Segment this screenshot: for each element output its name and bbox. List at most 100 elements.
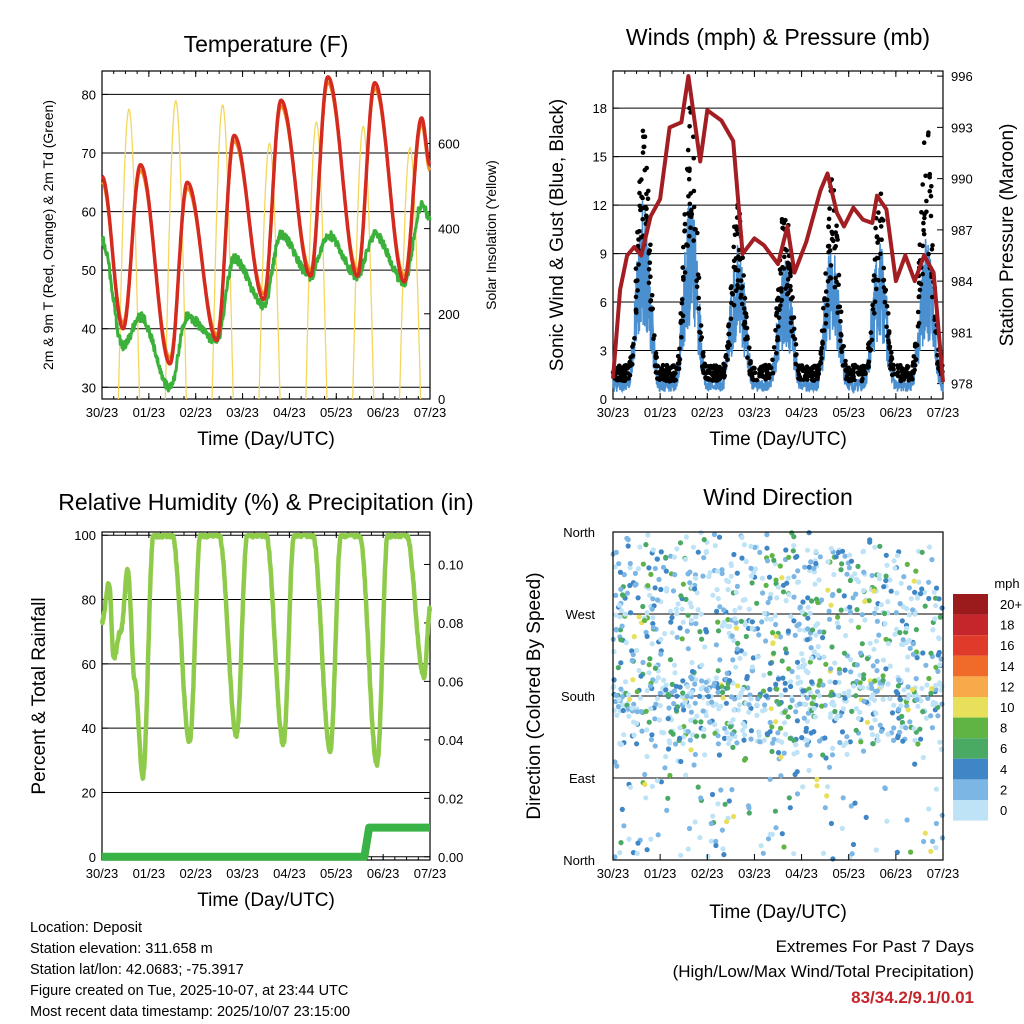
- direction-point: [900, 637, 906, 643]
- direction-point: [783, 547, 789, 553]
- extremes-subtitle: (High/Low/Max Wind/Total Precipitation): [672, 962, 974, 981]
- direction-point: [715, 619, 721, 625]
- direction-point: [689, 668, 696, 675]
- direction-point: [721, 607, 727, 613]
- direction-point: [636, 667, 642, 674]
- direction-point: [653, 701, 659, 707]
- direction-point: [806, 530, 812, 536]
- y-tick-label: 80: [82, 87, 96, 102]
- direction-point: [646, 719, 652, 725]
- direction-point: [714, 587, 720, 593]
- gust-point: [698, 323, 704, 328]
- gust-point: [688, 225, 693, 230]
- y-tick-label: 40: [82, 721, 96, 736]
- gust-point: [645, 196, 651, 201]
- direction-point: [848, 803, 854, 809]
- gust-point: [627, 359, 633, 365]
- direction-point: [779, 575, 785, 581]
- direction-point: [725, 579, 732, 585]
- direction-point: [804, 637, 811, 643]
- direction-point: [687, 569, 693, 575]
- direction-point: [626, 692, 632, 698]
- direction-point: [646, 565, 652, 571]
- gust-point: [927, 171, 933, 177]
- direction-point: [893, 689, 899, 695]
- direction-point: [643, 629, 649, 636]
- direction-point: [793, 742, 799, 748]
- gust-point: [630, 344, 635, 349]
- direction-point: [872, 610, 878, 616]
- direction-point: [933, 786, 940, 792]
- direction-point: [633, 647, 640, 654]
- direction-point: [850, 841, 857, 848]
- direction-point: [656, 576, 662, 583]
- direction-point: [616, 561, 622, 567]
- gust-point: [757, 373, 762, 379]
- direction-point: [912, 761, 918, 767]
- direction-point: [672, 670, 678, 676]
- direction-point: [749, 668, 756, 674]
- direction-point: [694, 733, 700, 739]
- direction-point: [781, 750, 787, 756]
- direction-point: [703, 686, 709, 693]
- direction-point: [637, 695, 643, 701]
- direction-point: [629, 705, 635, 711]
- gust-point: [838, 338, 843, 344]
- legend-label: 12: [1000, 679, 1014, 694]
- direction-point: [731, 637, 737, 644]
- gust-point: [867, 340, 872, 345]
- direction-point: [852, 800, 858, 806]
- direction-point: [645, 583, 651, 589]
- direction-point: [826, 616, 833, 622]
- direction-point: [855, 563, 861, 570]
- gust-point: [881, 277, 887, 283]
- gust-point: [840, 363, 846, 368]
- direction-point: [928, 713, 934, 719]
- gust-point: [879, 237, 884, 242]
- direction-point: [663, 554, 669, 560]
- x-tick-label: 03/23: [226, 405, 259, 420]
- direction-point: [873, 710, 879, 716]
- direction-point: [732, 616, 738, 622]
- direction-point: [647, 592, 653, 598]
- gust-point: [726, 322, 732, 327]
- direction-point: [618, 741, 625, 748]
- y-right-tick-label: 600: [438, 136, 460, 151]
- direction-point: [614, 763, 620, 769]
- direction-point: [700, 708, 706, 714]
- direction-point: [912, 589, 918, 595]
- direction-point: [906, 637, 912, 644]
- direction-point: [699, 636, 705, 642]
- direction-point: [618, 586, 624, 592]
- direction-point: [730, 717, 736, 723]
- direction-point: [627, 582, 633, 589]
- direction-point: [663, 687, 669, 693]
- direction-point: [820, 850, 827, 857]
- direction-point: [905, 695, 911, 702]
- direction-point: [874, 618, 881, 624]
- gust-point: [889, 364, 895, 370]
- direction-point: [680, 741, 686, 747]
- gust-point: [915, 309, 921, 315]
- dewpoint-series: [100, 199, 432, 393]
- direction-point: [735, 707, 742, 713]
- gust-point: [922, 215, 927, 221]
- direction-point: [855, 715, 862, 722]
- direction-point: [814, 783, 820, 789]
- direction-point: [853, 706, 860, 712]
- direction-point: [749, 664, 756, 670]
- direction-point: [891, 702, 897, 708]
- precip-series: [102, 823, 430, 861]
- gust-point: [765, 365, 771, 371]
- direction-point: [796, 621, 802, 627]
- direction-point: [703, 629, 710, 635]
- direction-point: [813, 632, 819, 638]
- direction-point: [649, 606, 655, 612]
- direction-point: [724, 730, 730, 736]
- direction-point: [723, 700, 730, 706]
- gust-point: [770, 357, 775, 363]
- gust-point: [731, 302, 737, 308]
- direction-point: [693, 614, 699, 620]
- gust-point: [805, 377, 810, 382]
- direction-point: [655, 597, 661, 603]
